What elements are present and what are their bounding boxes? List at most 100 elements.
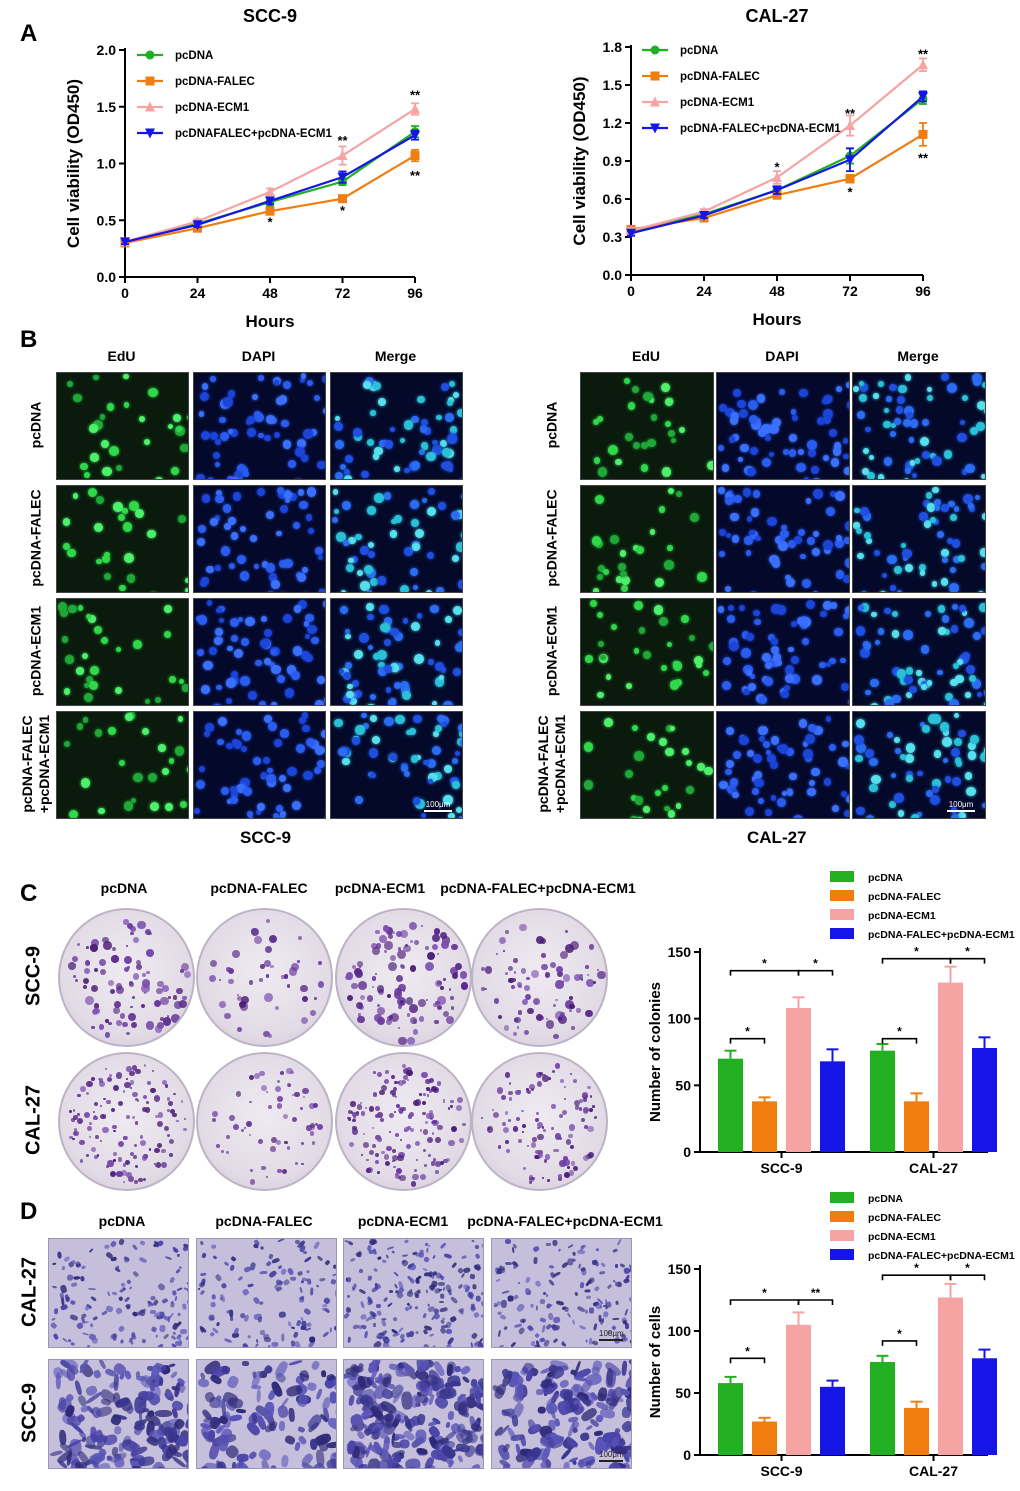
significance-mark: *	[897, 1327, 902, 1341]
micrograph-edu	[56, 711, 189, 819]
field-column-label: pcDNA-FALEC	[215, 1213, 313, 1229]
culture-dish	[334, 1052, 472, 1191]
column-label-dapi: DAPI	[765, 348, 799, 364]
y-tick-label: 0.6	[603, 191, 623, 207]
data-point	[845, 120, 855, 131]
y-tick-label: 0.0	[97, 269, 117, 285]
significance-mark: *	[847, 185, 853, 200]
significance-mark: **	[918, 150, 929, 165]
legend-label: pcDNA-FALEC+pcDNA-ECM1	[868, 1250, 1015, 1262]
x-tick-label: 24	[696, 283, 712, 299]
micrograph-merge: 100μm	[330, 711, 463, 819]
y-tick-label: 0.0	[603, 267, 623, 283]
y-tick-label: 1.0	[97, 156, 117, 172]
x-tick-label: 24	[190, 285, 206, 301]
x-tick-label: CAL-27	[909, 1160, 958, 1176]
series-2	[626, 57, 928, 236]
scale-bar: 100μm	[947, 800, 975, 812]
y-axis-label: Cell viability (OD450)	[64, 79, 83, 248]
y-tick-label: 0.3	[603, 229, 623, 245]
scale-bar-line	[599, 1460, 623, 1462]
legend-label: pcDNA	[680, 45, 718, 57]
legend-marker	[650, 96, 660, 107]
legend-label: pcDNA-FALEC+pcDNA-ECM1	[680, 123, 841, 135]
bar	[786, 1324, 811, 1455]
micrograph-merge	[852, 485, 986, 593]
significance-mark: **	[337, 133, 348, 148]
data-point	[845, 155, 855, 166]
scale-bar-label: 100μm	[425, 800, 451, 809]
series-3	[120, 129, 420, 248]
legend-marker	[145, 128, 155, 139]
culture-dish	[334, 908, 472, 1047]
series-3	[626, 90, 928, 239]
y-tick-label: 1.5	[603, 77, 623, 93]
legend-swatch	[830, 1192, 854, 1203]
dish-column-label: pcDNA	[100, 880, 148, 896]
column-label-edu: EdU	[107, 348, 136, 364]
micrograph-merge	[852, 372, 986, 480]
column-label-merge: Merge	[897, 348, 939, 364]
panel-letter-d: D	[20, 1198, 38, 1225]
legend-label: pcDNA-FALEC	[868, 1212, 941, 1224]
data-point	[265, 186, 275, 197]
x-axis-label: Hours	[752, 310, 801, 329]
series-line	[630, 63, 924, 232]
panel-letter-a: A	[20, 20, 38, 47]
y-tick-label: 0.5	[97, 212, 117, 228]
row-label: pcDNA-FALEC	[543, 489, 560, 587]
significance-bracket	[797, 1299, 834, 1305]
legend-swatch	[830, 1211, 854, 1222]
bar	[870, 1362, 895, 1455]
legend-marker	[650, 45, 660, 55]
significance-mark: *	[340, 203, 346, 218]
transwell-field	[196, 1238, 337, 1348]
chart-title: SCC-9	[243, 6, 297, 26]
significance-mark: **	[845, 106, 856, 121]
micrograph-merge	[852, 598, 986, 706]
data-point	[845, 174, 855, 184]
legend-label: pcDNA-FALEC+pcDNA-ECM1	[868, 929, 1015, 941]
micrograph-dapi	[193, 372, 326, 480]
micrograph-merge	[330, 598, 463, 706]
x-tick-label: 0	[121, 285, 129, 301]
transwell-field	[48, 1359, 189, 1469]
micrograph-merge: 100μm	[852, 711, 986, 819]
scale-bar: 100μm	[424, 800, 452, 812]
x-tick-label: CAL-27	[909, 1463, 958, 1479]
x-tick-label: 48	[769, 283, 785, 299]
significance-bracket	[729, 1037, 766, 1044]
y-tick-label: 0	[683, 1144, 691, 1160]
transwell-field: 100μm	[491, 1359, 632, 1469]
micrograph-merge	[330, 485, 463, 593]
scale-bar-line	[947, 810, 975, 812]
legend-swatch	[830, 928, 854, 939]
legend-label: pcDNA	[868, 872, 903, 884]
micrograph-edu	[56, 485, 189, 593]
x-tick-label: 72	[335, 285, 351, 301]
legend-swatch	[830, 1230, 854, 1241]
field-column-label: pcDNA	[98, 1213, 146, 1229]
significance-bracket	[729, 1299, 800, 1305]
legend-marker	[145, 101, 155, 112]
micrograph-dapi	[716, 485, 850, 593]
legend-label: pcDNAFALEC+pcDNA-ECM1	[175, 128, 332, 140]
significance-mark: **	[918, 47, 929, 62]
significance-mark: *	[745, 1025, 750, 1039]
significance-mark: *	[965, 945, 970, 959]
data-point	[772, 171, 782, 182]
x-tick-label: SCC-9	[760, 1463, 802, 1479]
legend-marker	[650, 71, 660, 81]
legend-label: pcDNA-ECM1	[680, 97, 755, 109]
scale-bar-line	[424, 810, 452, 812]
field-column-label: pcDNA-FALEC+pcDNA-ECM1	[467, 1213, 663, 1229]
migration-bar-chart: pcDNA pcDNA-FALEC pcDNA-ECM1 pcDNA-FALEC+pc…	[647, 1192, 1015, 1479]
legend-label: pcDNA-FALEC	[175, 76, 255, 88]
y-tick-label: 100	[668, 1323, 692, 1339]
scale-bar-label: 100μm	[948, 800, 974, 809]
significance-mark: *	[774, 159, 780, 174]
colony-bar-chart: pcDNA pcDNA-FALEC pcDNA-ECM1 pcDNA-FALEC+pc…	[647, 871, 1015, 1176]
scc9-viability-chart: SCC-9 0.0 0.5 1.0 1.5 2.0 0 24 48 72 96 Hours Cell v…	[64, 6, 423, 331]
dish-row-label: CAL-27	[22, 1084, 45, 1155]
x-tick-label: 96	[407, 285, 423, 301]
